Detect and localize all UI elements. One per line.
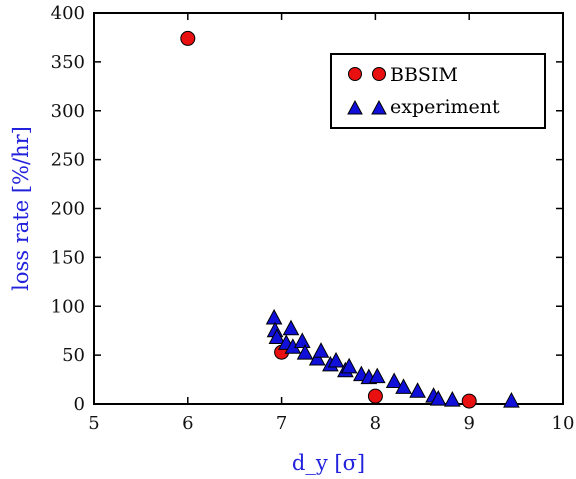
y-tick-label: 0	[74, 394, 85, 415]
legend-bbsim-marker-2	[372, 67, 386, 81]
experiment-point	[368, 367, 386, 384]
y-tick-label: 200	[51, 199, 85, 220]
y-tick-label: 50	[62, 345, 85, 366]
experiment-point	[503, 392, 520, 408]
bbsim-point	[180, 30, 196, 46]
legend-box	[330, 53, 546, 129]
y-tick-label: 400	[51, 3, 85, 24]
y-tick-label: 350	[51, 52, 85, 73]
experiment-point	[282, 319, 300, 336]
experiment-point	[395, 378, 412, 394]
x-tick-label: 8	[370, 413, 381, 434]
experiment-point	[308, 349, 326, 366]
experiment-point	[443, 391, 461, 407]
experiment-point	[268, 328, 286, 345]
y-axis-label: loss rate [%/hr]	[9, 126, 33, 291]
x-tick-label: 9	[463, 413, 474, 434]
experiment-point	[293, 332, 311, 348]
legend-bbsim-label: BBSIM	[390, 64, 458, 86]
bbsim-point	[461, 393, 477, 409]
series-bbsim	[180, 30, 477, 409]
series-experiment	[265, 308, 520, 408]
y-tick-label: 100	[51, 296, 85, 317]
y-tick-label: 300	[51, 101, 85, 122]
experiment-point	[327, 351, 345, 368]
legend-bbsim-marker-1	[348, 67, 362, 81]
experiment-point	[265, 308, 283, 325]
experiment-point	[409, 382, 426, 398]
experiment-point	[429, 390, 447, 406]
experiment-point	[312, 342, 330, 358]
experiment-point	[340, 357, 358, 374]
x-tick-label: 10	[552, 413, 575, 434]
y-tick-label: 250	[51, 150, 85, 171]
legend-experiment-marker-1	[347, 99, 363, 115]
x-tick-label: 6	[182, 413, 193, 434]
experiment-point	[296, 344, 314, 360]
x-tick-label: 5	[88, 413, 99, 434]
experiment-point	[385, 372, 403, 389]
y-tick-label: 150	[51, 247, 85, 268]
legend-experiment-label: experiment	[390, 96, 500, 118]
x-tick-label: 7	[276, 413, 287, 434]
legend: BBSIM experiment	[330, 53, 546, 129]
bbsim-point	[367, 388, 383, 404]
legend-experiment-marker-2	[371, 99, 387, 115]
x-axis-label: d_y [σ]	[292, 451, 365, 475]
